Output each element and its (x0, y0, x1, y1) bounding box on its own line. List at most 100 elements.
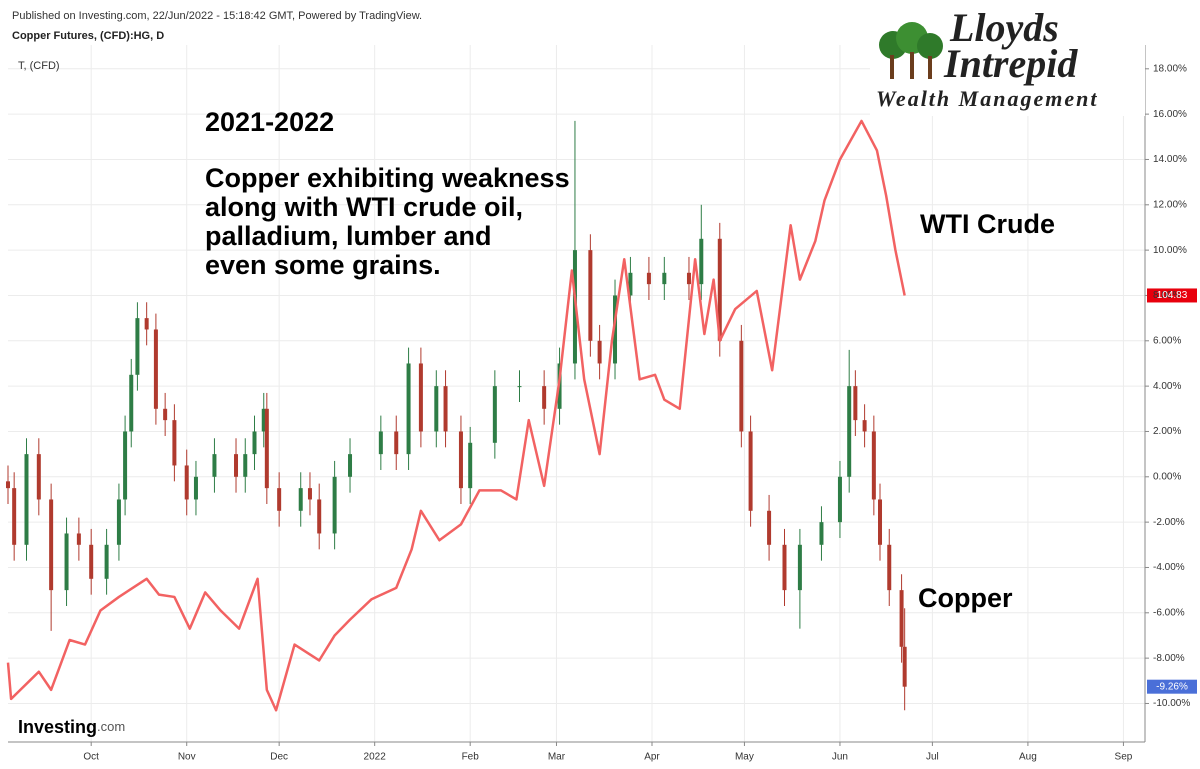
candle-body (597, 340, 602, 364)
candle-body (782, 544, 787, 591)
grid (8, 45, 1149, 746)
candle-body (613, 295, 618, 364)
candle-body (144, 318, 149, 330)
annotation-line: palladium, lumber and (205, 221, 492, 251)
y-tick-label: 0.00% (1153, 471, 1181, 482)
y-tick-label: -2.00% (1153, 517, 1185, 528)
last-value-box (1147, 288, 1197, 303)
candle-body (129, 374, 134, 432)
y-tick-label: 4.00% (1153, 381, 1181, 392)
candle-body (298, 488, 303, 511)
candle-body (847, 386, 852, 477)
annotation-title: 2021-2022 (205, 107, 334, 137)
y-tick-label: -10.00% (1153, 698, 1190, 709)
candle-body (739, 340, 744, 432)
candle-body (36, 454, 41, 500)
x-tick-label: 2022 (364, 752, 387, 763)
sub-label: T, (CFD) (18, 60, 60, 72)
y-tick-label: -4.00% (1153, 562, 1185, 573)
candle-body (418, 363, 423, 432)
candle-body (468, 442, 473, 489)
brand-suffix: .com (97, 719, 125, 734)
candle-body (406, 363, 411, 455)
x-tick-label: Aug (1019, 752, 1037, 763)
candle-body (646, 272, 651, 285)
candle-body (307, 488, 312, 500)
candle-body (458, 431, 463, 489)
x-tick-label: Apr (644, 752, 660, 763)
x-tick-label: Dec (270, 752, 288, 763)
candle-body (24, 454, 29, 545)
logo-line1: Lloyds (949, 5, 1059, 50)
candle-body (76, 533, 81, 545)
candle-body (797, 544, 802, 591)
candle-body (837, 476, 842, 523)
logo-line2: Intrepid (943, 41, 1078, 86)
candle-body (853, 386, 858, 421)
brand: Investing.com (18, 717, 125, 737)
candle-body (902, 646, 907, 687)
candle-body (153, 329, 158, 409)
candle-body (517, 386, 522, 388)
candle-body (64, 533, 69, 591)
candle-body (686, 272, 691, 285)
candle-body (699, 238, 704, 285)
y-tick-label: 18.00% (1153, 63, 1187, 74)
candle-body (243, 454, 248, 477)
candle-body (348, 454, 353, 477)
candle-body (819, 522, 824, 545)
tree (917, 33, 943, 59)
y-tick-label: 2.00% (1153, 426, 1181, 437)
line (6, 119, 906, 712)
candle-body (394, 431, 399, 455)
candle-body (378, 431, 383, 455)
candle-body (172, 420, 177, 466)
published-line: Published on Investing.com, 22/Jun/2022 … (12, 10, 422, 22)
y-tick-label: -8.00% (1153, 653, 1185, 664)
candle-body (89, 544, 94, 579)
candle-body (261, 408, 266, 432)
candle-body (123, 431, 128, 500)
y-tick-label: 6.00% (1153, 335, 1181, 346)
annotation-line: along with WTI crude oil, (205, 192, 523, 222)
candle-body (628, 272, 633, 296)
last-value-label: 104.83 (1157, 290, 1188, 301)
candle-body (277, 488, 282, 511)
candle-body (184, 465, 189, 500)
candle-body (492, 386, 497, 443)
logo-line3: Wealth Management (876, 86, 1098, 111)
brand-name: Investing (18, 717, 97, 737)
trunk (928, 56, 932, 79)
y-tick-label: 10.00% (1153, 245, 1187, 256)
candle-body (717, 238, 722, 341)
y-tick-label: 12.00% (1153, 199, 1187, 210)
last-value-box (1147, 679, 1197, 694)
instrument: Copper Futures, (CFD):HG, D (12, 30, 164, 42)
candle-body (542, 386, 547, 409)
x-tick-label: Jul (926, 752, 939, 763)
candle-body (878, 499, 883, 545)
candle-body (163, 408, 168, 421)
candle-body (748, 431, 753, 511)
x-tick-label: Nov (178, 752, 196, 763)
series-name: Copper (918, 583, 1013, 613)
candle-body (434, 386, 439, 432)
candle-body (887, 544, 892, 591)
trunk (910, 52, 914, 79)
candle-body (234, 454, 239, 477)
annotation-line: Copper exhibiting weakness (205, 163, 570, 193)
candle-body (252, 431, 257, 455)
candle-body (12, 488, 17, 545)
candle-body (871, 431, 876, 500)
trunk (890, 55, 894, 79)
y-tick-label: 14.00% (1153, 154, 1187, 165)
y-tick-label: 8.00% (1153, 290, 1181, 301)
candle-body (317, 499, 322, 534)
annotation-line: even some grains. (205, 250, 441, 280)
x-tick-label: Oct (83, 752, 99, 763)
logo: Lloyds Intrepid Wealth Management (870, 5, 1145, 116)
candle-body (49, 499, 54, 591)
x-tick-label: Jun (832, 752, 848, 763)
